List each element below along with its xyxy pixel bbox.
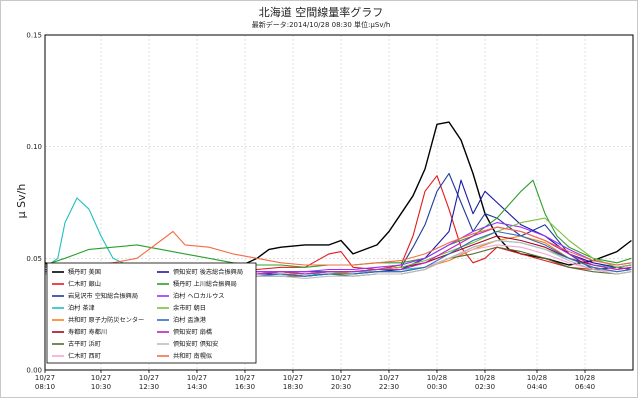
axis-ticks: 0.000.050.100.1510/2708:1010/2710:3010/2… <box>26 32 595 392</box>
x-tick-time: 18:30 <box>283 383 303 391</box>
x-tick-time: 00:30 <box>427 383 447 391</box>
plot-area-border <box>44 34 634 371</box>
series-line <box>45 226 632 268</box>
x-tick-time: 08:10 <box>35 383 55 391</box>
legend-box <box>46 262 257 364</box>
legend-label: 余市町 朝日 <box>173 304 206 312</box>
chart-title: 北海道 空間線量率グラフ <box>259 5 384 19</box>
y-tick-label: 0.00 <box>26 367 42 375</box>
x-tick-date: 10/28 <box>427 374 447 382</box>
series-line <box>44 179 632 268</box>
x-tick-date: 10/27 <box>331 374 351 382</box>
legend-label: 共和町 南幌似 <box>173 352 212 360</box>
x-tick-date: 10/28 <box>475 374 495 382</box>
series-line <box>45 179 632 277</box>
legend-label: 倶知安町 扇橋 <box>173 328 213 336</box>
x-tick-time: 22:30 <box>379 383 399 391</box>
x-tick-date: 10/28 <box>527 374 547 382</box>
legend-label: 岩見沢市 空知総合振興局 <box>68 292 138 300</box>
x-tick-date: 10/27 <box>139 374 159 382</box>
legend-label: 積丹町 上川総合振興局 <box>173 280 237 288</box>
legend-label: 泊村 ヘロカルウス <box>173 292 224 300</box>
x-tick-date: 10/28 <box>575 374 595 382</box>
legend-label: 仁木町 銀山 <box>68 280 101 288</box>
legend-label: 積丹町 美国 <box>68 268 101 276</box>
y-tick-label: 0.05 <box>26 255 42 263</box>
x-tick-time: 10:30 <box>91 383 111 391</box>
x-tick-time: 12:30 <box>139 383 159 391</box>
legend-label: 泊村 茶津 <box>68 304 95 312</box>
legend-label: 泊村 盃漁港 <box>173 316 207 324</box>
y-tick-label: 0.10 <box>26 143 42 151</box>
legend-label: 倶知安町 後志総合振興局 <box>173 268 243 276</box>
x-tick-date: 10/27 <box>35 374 55 382</box>
y-tick-label: 0.15 <box>26 32 42 40</box>
chart-subtitle: 最新データ:2014/10/28 08:30 単位:μSv/h <box>252 20 391 29</box>
x-tick-date: 10/27 <box>235 374 255 382</box>
series-line <box>44 121 632 275</box>
x-tick-time: 20:30 <box>331 383 351 391</box>
x-tick-date: 10/27 <box>187 374 207 382</box>
legend-label: 仁木町 西町 <box>68 352 101 360</box>
x-tick-time: 14:30 <box>187 383 207 391</box>
x-tick-date: 10/27 <box>379 374 399 382</box>
legend-label: 倶知安町 倶知安 <box>173 340 218 348</box>
legend-label: 寿都町 寿都川 <box>68 328 107 336</box>
x-tick-date: 10/27 <box>91 374 111 382</box>
x-tick-time: 16:30 <box>235 383 255 391</box>
x-tick-date: 10/27 <box>283 374 303 382</box>
x-tick-time: 04:40 <box>527 383 547 391</box>
x-tick-time: 02:30 <box>475 383 495 391</box>
x-tick-time: 06:40 <box>575 383 595 391</box>
y-axis-label: μ Sv/h <box>15 184 28 219</box>
series-layer <box>44 121 632 279</box>
legend-label: 古平町 浜町 <box>68 340 101 348</box>
legend-label: 共和町 原子力防災センター <box>68 316 144 324</box>
